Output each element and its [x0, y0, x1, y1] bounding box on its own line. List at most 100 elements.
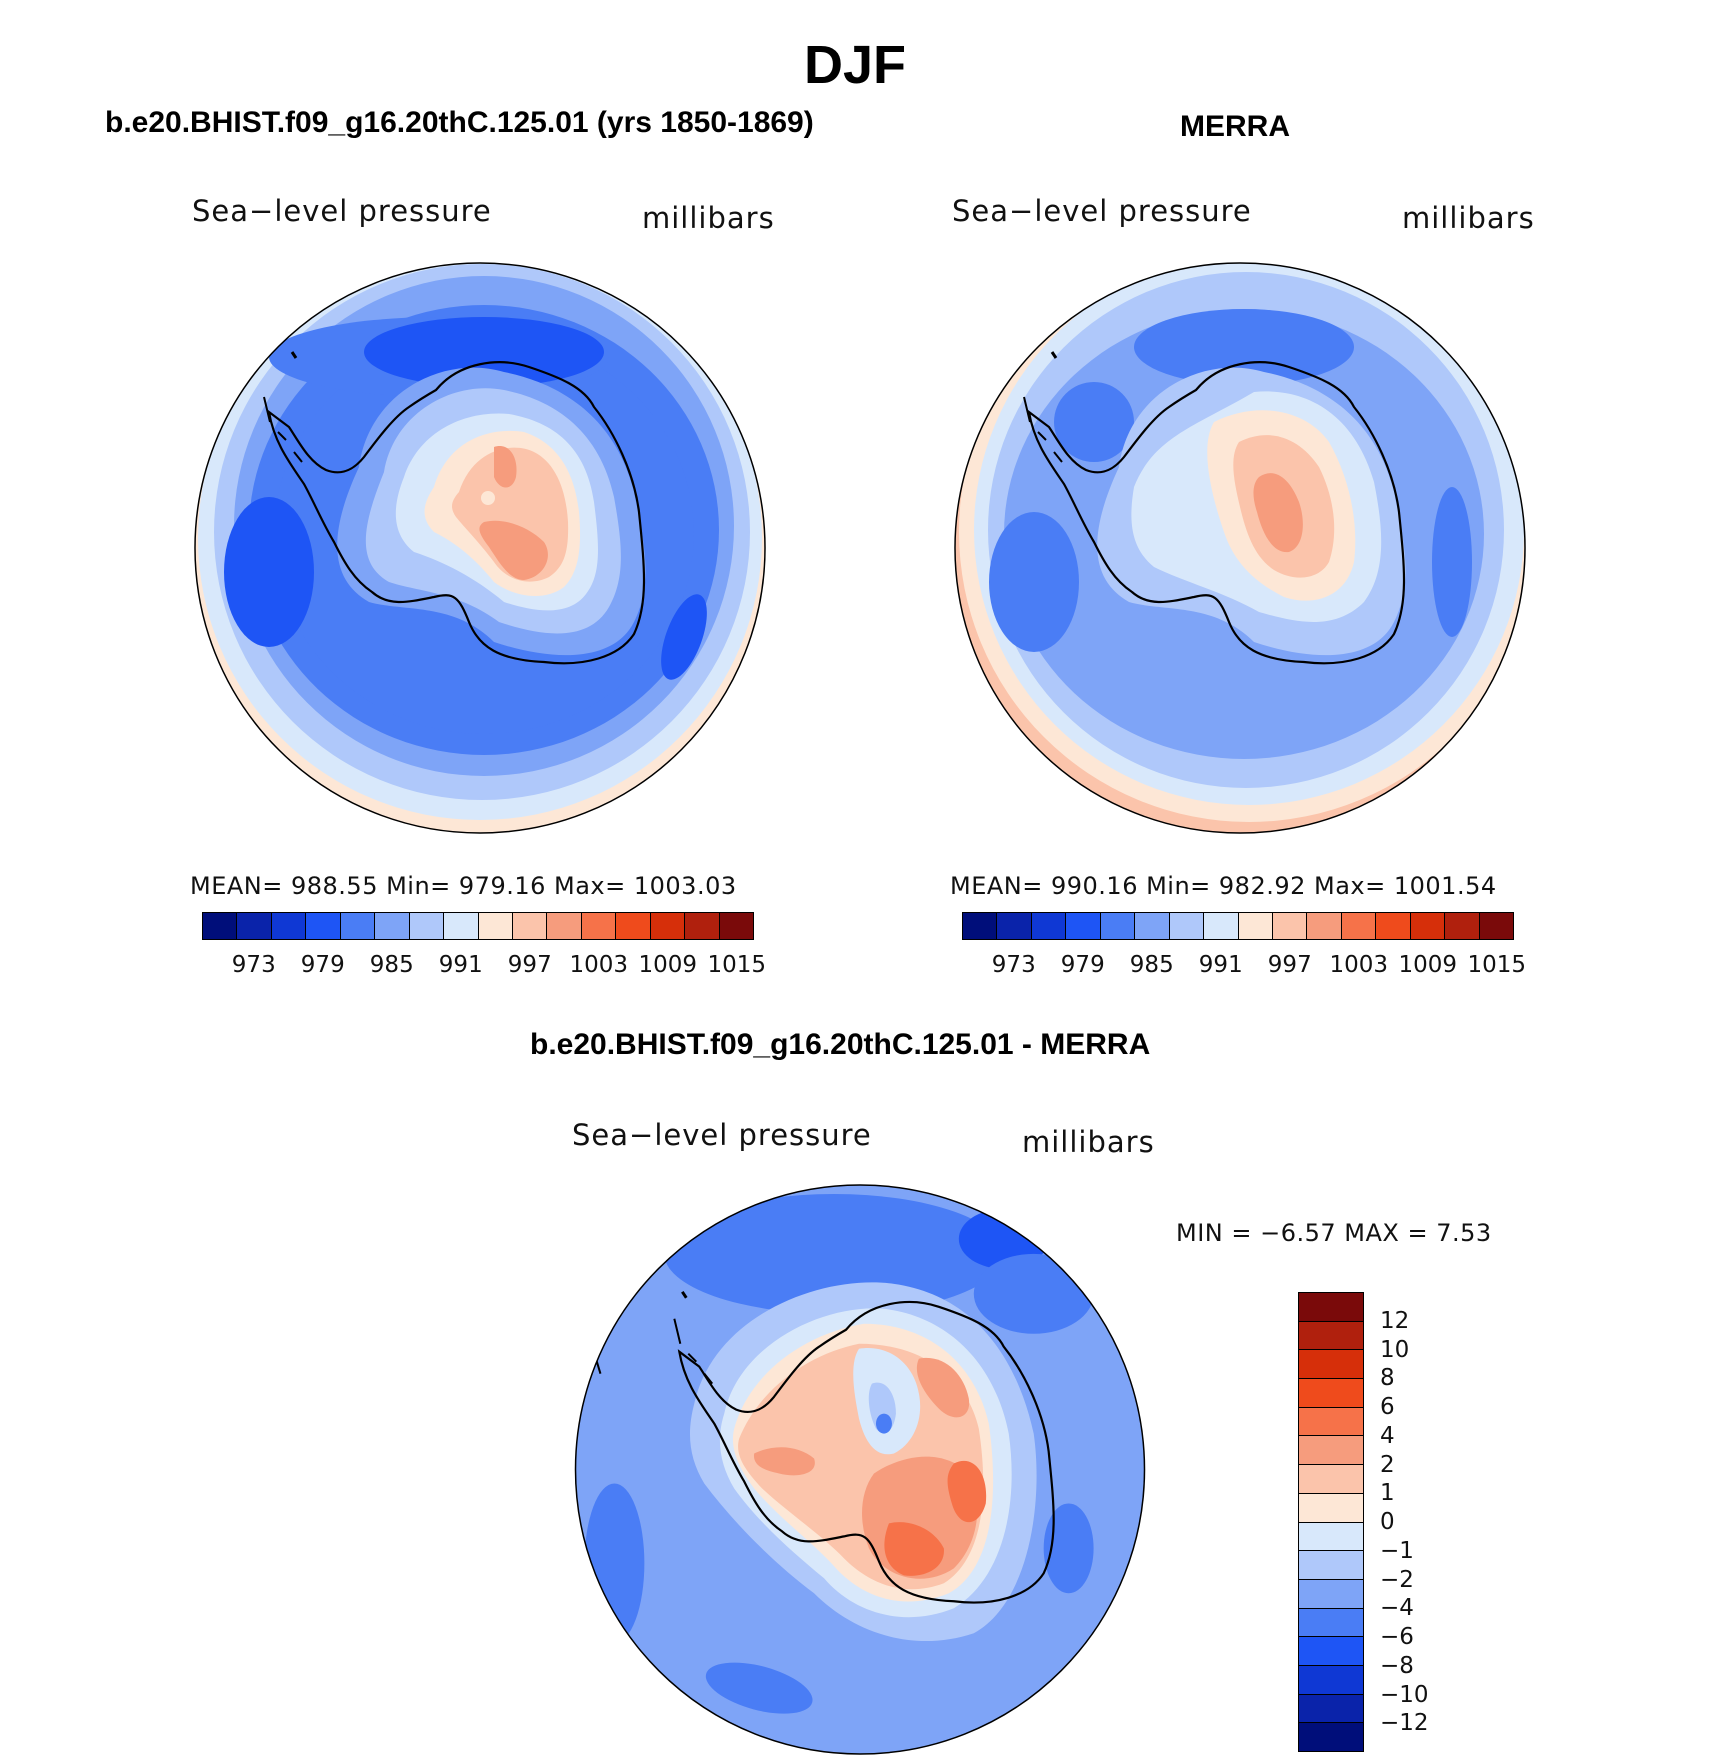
model-colorbar-swatch — [409, 913, 445, 939]
obs-colorbar-swatch — [1479, 913, 1513, 939]
diff-colorbar-swatch — [1299, 1465, 1363, 1494]
model-colorbar-swatch — [512, 913, 548, 939]
model-colorbar-tick-label: 985 — [369, 952, 414, 978]
model-colorbar — [202, 912, 754, 940]
diff-colorbar-swatch — [1299, 1694, 1363, 1724]
model-low-pressure-cell — [364, 317, 604, 387]
model-colorbar-swatch — [685, 913, 720, 939]
model-colorbar-tick-label: 997 — [507, 952, 552, 978]
diff-colorbar-swatch — [1299, 1379, 1363, 1408]
diff-polar-map — [574, 1184, 1146, 1755]
model-colorbar-tick-label: 1015 — [707, 952, 767, 978]
obs-colorbar-tick-label: 973 — [991, 952, 1036, 978]
model-colorbar-swatch — [203, 913, 238, 939]
diff-colorbar-swatch — [1299, 1321, 1363, 1351]
diff-colorbar-swatch — [1299, 1579, 1363, 1609]
obs-colorbar-swatch — [1100, 913, 1136, 939]
obs-colorbar-tick-label: 985 — [1129, 952, 1174, 978]
model-colorbar-swatch — [616, 913, 651, 939]
diff-colorbar-swatch — [1299, 1637, 1363, 1666]
diff-colorbar-tick-label: 10 — [1380, 1336, 1410, 1363]
obs-colorbar-swatch — [1445, 913, 1480, 939]
obs-colorbar — [962, 912, 1514, 940]
obs-colorbar-swatch — [1376, 913, 1411, 939]
diff-panel-title: b.e20.BHIST.f09_g16.20thC.125.01 - MERRA — [530, 1028, 1151, 1061]
diff-colorbar-swatch — [1299, 1522, 1363, 1552]
diff-colorbar-tick-label: 12 — [1380, 1307, 1410, 1334]
diff-colorbar-tick-label: −8 — [1380, 1652, 1414, 1679]
obs-colorbar-swatch — [1410, 913, 1446, 939]
diff-colorbar-swatch — [1299, 1350, 1363, 1380]
obs-colorbar-swatch — [1169, 913, 1205, 939]
obs-colorbar-tick-label: 991 — [1198, 952, 1243, 978]
model-colorbar-swatch — [547, 913, 582, 939]
model-colorbar-swatch — [444, 913, 479, 939]
obs-colorbar-swatch — [997, 913, 1032, 939]
diff-colorbar-swatch — [1299, 1293, 1363, 1322]
diff-colorbar-tick-label: 6 — [1380, 1394, 1395, 1420]
obs-colorbar-tick-label: 997 — [1267, 952, 1312, 978]
diff-units-label: millibars — [1022, 1125, 1155, 1159]
diff-colorbar-tick-label: 2 — [1380, 1451, 1395, 1478]
obs-colorbar-tick-label: 1009 — [1398, 952, 1458, 978]
model-colorbar-tick-label: 1009 — [638, 952, 698, 978]
diff-colorbar-tick-label: −1 — [1380, 1537, 1414, 1564]
obs-colorbar-tick-label: 1003 — [1329, 952, 1389, 978]
diff-colorbar-swatch — [1299, 1407, 1363, 1437]
diff-colorbar-tick-label: 4 — [1380, 1422, 1395, 1449]
model-colorbar-swatch — [478, 913, 513, 939]
model-colorbar-swatch — [271, 913, 307, 939]
obs-colorbar-swatch — [1135, 913, 1170, 939]
model-colorbar-ticks: 973 979 985 991 997 1003 1009 1015 — [202, 952, 766, 982]
model-panel-title: b.e20.BHIST.f09_g16.20thC.125.01 (yrs 18… — [105, 106, 814, 139]
diff-colorbar-swatch — [1299, 1436, 1363, 1466]
model-colorbar-tick-label: 991 — [438, 952, 483, 978]
diff-colorbar-swatch — [1299, 1551, 1363, 1580]
diff-stats: MIN = −6.57 MAX = 7.53 — [1176, 1219, 1492, 1247]
model-colorbar-swatch — [719, 913, 753, 939]
diff-colorbar-tick-label: 8 — [1380, 1365, 1395, 1392]
diff-colorbar-tick-label: 0 — [1380, 1509, 1395, 1535]
model-colorbar-swatch — [340, 913, 376, 939]
figure-title: DJF — [803, 35, 906, 95]
obs-colorbar-swatch — [1272, 913, 1308, 939]
model-variable-label: Sea−level pressure — [192, 194, 492, 228]
diff-colorbar-swatch — [1299, 1493, 1363, 1523]
obs-stats: MEAN= 990.16 Min= 982.92 Max= 1001.54 — [950, 872, 1497, 900]
model-polar-map — [194, 262, 766, 834]
diff-colorbar-ticks: 12 10 8 6 4 2 1 0 −1 −2 −4 −6 −8 −10 −12 — [1380, 1292, 1460, 1752]
diff-colorbar-tick-label: −10 — [1380, 1681, 1429, 1708]
model-colorbar-swatch — [650, 913, 686, 939]
model-colorbar-swatch — [581, 913, 617, 939]
obs-colorbar-swatch — [1238, 913, 1273, 939]
diff-colorbar-tick-label: 1 — [1380, 1480, 1395, 1507]
obs-panel-title: MERRA — [1180, 110, 1290, 143]
obs-polar-map — [954, 262, 1526, 834]
diff-colorbar-tick-label: −4 — [1380, 1595, 1414, 1622]
diff-colorbar-tick-label: −12 — [1380, 1710, 1429, 1737]
obs-colorbar-swatch — [1307, 913, 1342, 939]
obs-variable-label: Sea−level pressure — [952, 194, 1252, 228]
model-colorbar-tick-label: 973 — [231, 952, 276, 978]
diff-colorbar-tick-label: −6 — [1380, 1624, 1414, 1650]
obs-units-label: millibars — [1402, 201, 1535, 235]
obs-colorbar-swatch — [1031, 913, 1067, 939]
diff-colorbar-tick-label: −2 — [1380, 1566, 1414, 1593]
model-colorbar-swatch — [237, 913, 272, 939]
obs-colorbar-swatch — [1341, 913, 1377, 939]
diff-colorbar-swatch — [1299, 1723, 1363, 1751]
model-colorbar-swatch — [306, 913, 341, 939]
model-colorbar-tick-label: 1003 — [569, 952, 629, 978]
model-colorbar-swatch — [375, 913, 410, 939]
diff-colorbar-swatch — [1299, 1665, 1363, 1695]
model-colorbar-tick-label: 979 — [300, 952, 345, 978]
diff-variable-label: Sea−level pressure — [572, 1118, 872, 1152]
obs-colorbar-swatch — [963, 913, 998, 939]
obs-colorbar-swatch — [1066, 913, 1101, 939]
diff-colorbar — [1298, 1292, 1364, 1752]
obs-colorbar-tick-label: 1015 — [1467, 952, 1527, 978]
model-stats: MEAN= 988.55 Min= 979.16 Max= 1003.03 — [190, 872, 737, 900]
diff-colorbar-swatch — [1299, 1608, 1363, 1638]
obs-colorbar-tick-label: 979 — [1060, 952, 1105, 978]
model-units-label: millibars — [642, 201, 775, 235]
